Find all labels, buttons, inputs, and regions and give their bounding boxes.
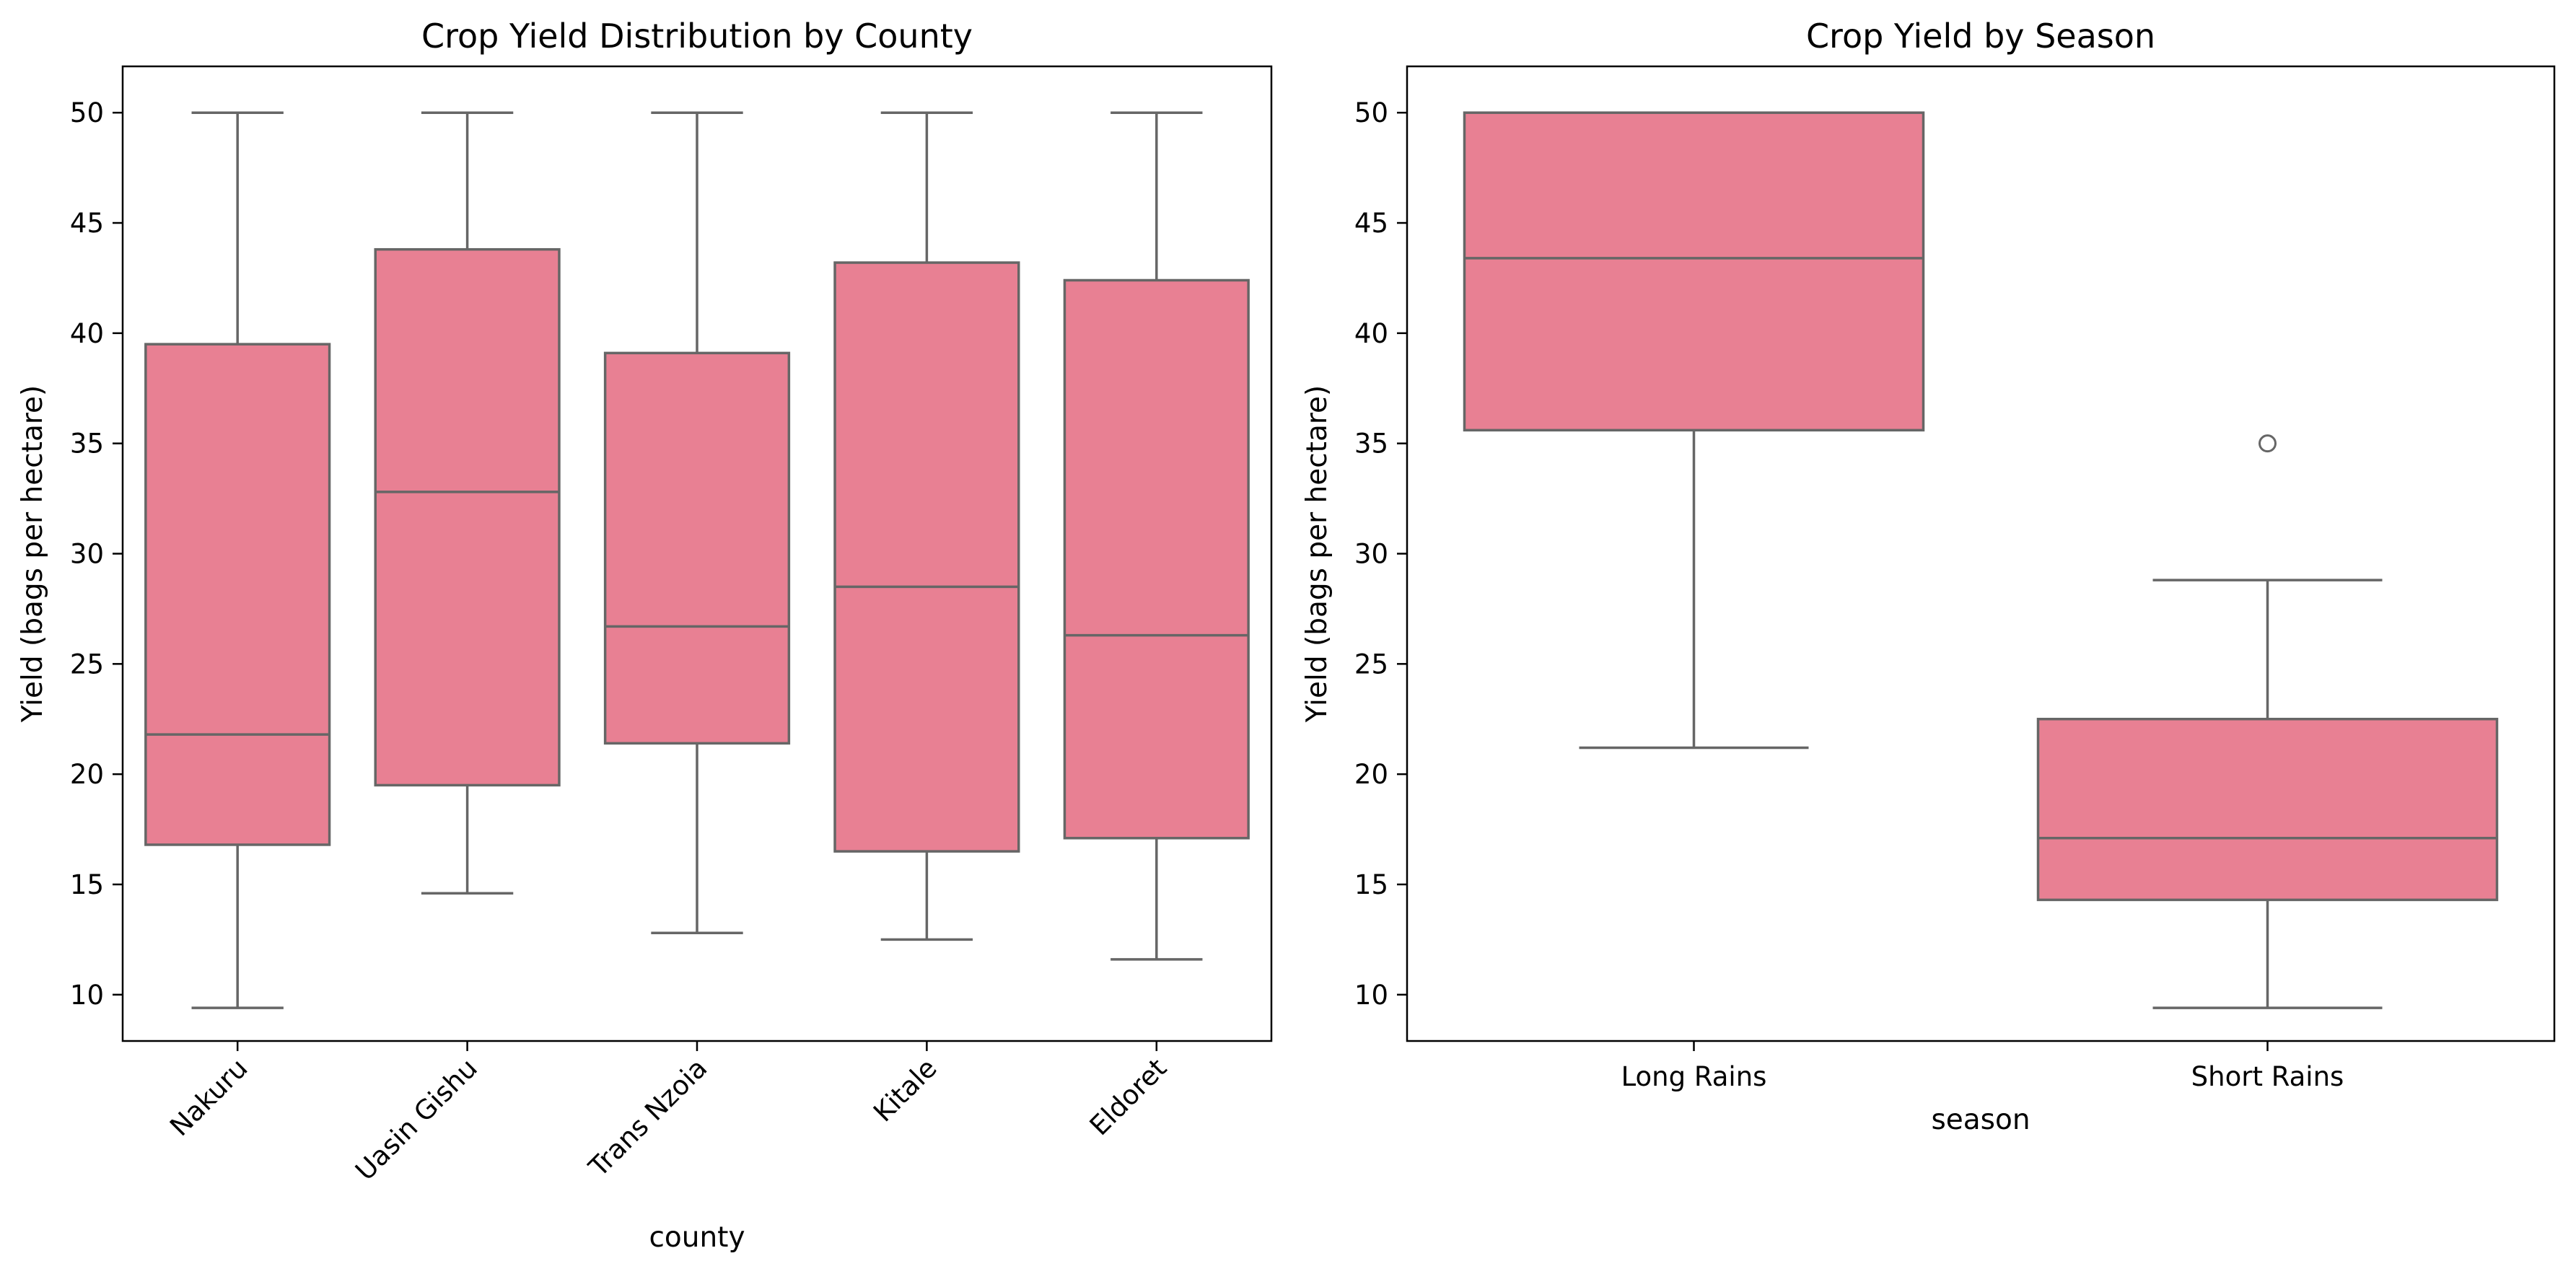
y-tick-label: 20: [1354, 759, 1388, 790]
y-tick-label: 35: [70, 429, 104, 460]
x-tick-label: Uasin Gishu: [349, 1053, 483, 1187]
y-tick-label: 35: [1354, 429, 1388, 460]
y-tick-label: 10: [70, 980, 104, 1011]
y-tick-label: 50: [1354, 97, 1388, 128]
y-tick-label: 20: [70, 759, 104, 790]
x-tick-label: Trans Nzoia: [582, 1053, 713, 1183]
subplot-2: 10 15 20 25 30 35 40 45 50 Long Rains Short Rains C…: [1301, 17, 2556, 1136]
box-iqr: [144, 343, 331, 846]
box-iqr: [1063, 278, 1250, 840]
x-axis-label: county: [649, 1221, 745, 1254]
y-tick-label: 50: [70, 97, 104, 128]
y-tick-label: 15: [70, 869, 104, 900]
box-iqr: [2036, 717, 2499, 902]
y-tick-label: 40: [70, 318, 104, 349]
box-nakuru: [144, 111, 331, 1009]
box-kitale: [833, 111, 1020, 941]
x-tick-label: Eldoret: [1084, 1053, 1173, 1141]
y-tick-label: 30: [70, 539, 104, 570]
box-iqr: [833, 261, 1020, 853]
box-iqr: [374, 247, 561, 787]
y-tick-label: 25: [70, 649, 104, 680]
box-long-rains: [1463, 111, 1925, 750]
box-uasin-gishu: [374, 111, 561, 895]
x-tick-label: Nakuru: [164, 1053, 253, 1142]
chart-title: Crop Yield Distribution by County: [421, 17, 973, 56]
box-iqr: [1463, 111, 1925, 432]
box-trans-nzoia: [603, 111, 791, 934]
x-tick-label: Kitale: [867, 1053, 942, 1128]
y-tick-label: 15: [1354, 869, 1388, 900]
box-short-rains: [2036, 434, 2499, 1009]
subplot-1: 10 15 20 25 30 35 40 45 50 Nakuru Uasin Gishu Trans…: [17, 17, 1273, 1254]
box-eldoret: [1063, 111, 1250, 961]
y-tick-label: 30: [1354, 539, 1388, 570]
y-tick-label: 25: [1354, 649, 1388, 680]
chart-title: Crop Yield by Season: [1806, 17, 2155, 56]
box-iqr: [603, 351, 791, 745]
y-tick-label: 45: [70, 208, 104, 239]
x-axis-label: season: [1931, 1104, 2030, 1136]
y-axis-label: Yield (bags per hectare): [1301, 385, 1333, 724]
x-tick-label: Short Rains: [2191, 1061, 2344, 1092]
y-tick-label: 45: [1354, 208, 1388, 239]
y-tick-label: 40: [1354, 318, 1388, 349]
y-axis-label: Yield (bags per hectare): [17, 385, 49, 724]
y-tick-label: 10: [1354, 980, 1388, 1011]
outlier-point: [2259, 434, 2277, 453]
x-tick-label: Long Rains: [1621, 1061, 1767, 1092]
